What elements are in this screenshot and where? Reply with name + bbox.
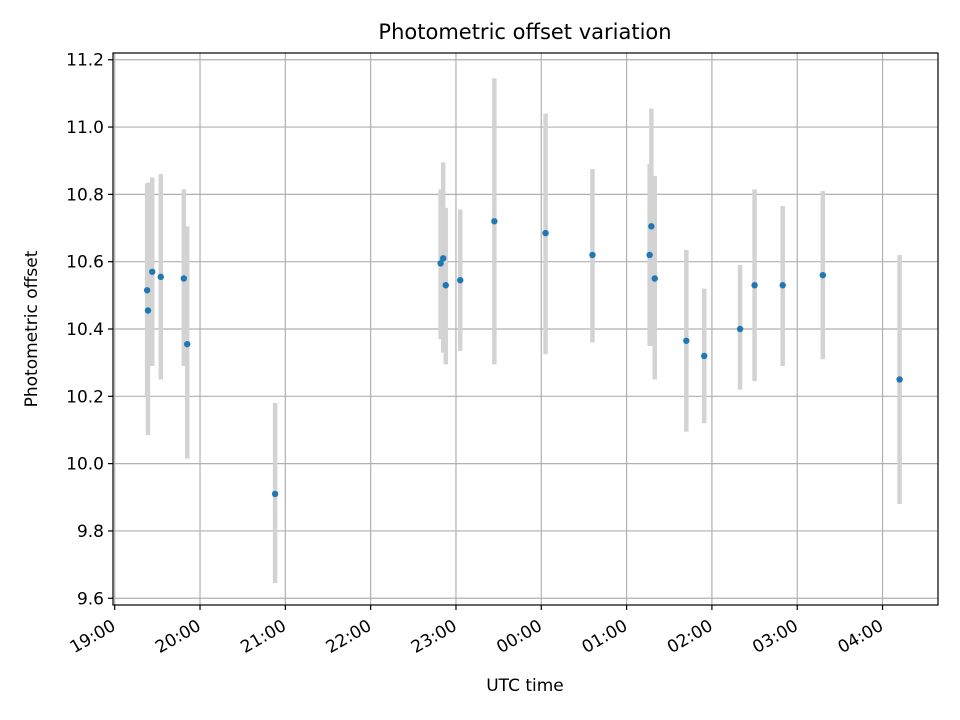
x-tick-label: 20:00: [152, 616, 204, 658]
data-point: [648, 223, 655, 230]
data-point: [896, 376, 903, 383]
y-tick-label: 10.2: [66, 387, 104, 407]
data-point: [736, 325, 744, 333]
x-tick-label: 00:00: [493, 616, 545, 658]
data-point: [180, 275, 188, 282]
data-point: [819, 271, 827, 279]
data-point: [149, 268, 156, 275]
data-point: [271, 490, 279, 498]
x-tick-label: 21:00: [237, 616, 289, 658]
data-point: [457, 276, 464, 284]
data-point: [184, 340, 191, 348]
x-axis-ticks: 19:00 20:00 21:00 22:00 23:00 00:00 01:00 02:00…: [67, 605, 887, 658]
data-point: [439, 255, 447, 262]
x-tick-label: 23:00: [408, 616, 460, 658]
data-point: [437, 260, 444, 267]
x-tick-label: 02:00: [664, 616, 716, 658]
data-point: [144, 307, 152, 314]
data-point: [143, 287, 151, 294]
y-tick-label: 10.8: [66, 185, 104, 205]
y-tick-label: 9.8: [77, 522, 104, 542]
data-point: [442, 282, 449, 289]
y-tick-label: 9.6: [77, 589, 104, 609]
y-tick-label: 10.0: [66, 455, 104, 475]
data-point: [683, 337, 690, 344]
y-tick-label: 11.2: [66, 51, 104, 71]
error-bars: [144, 78, 902, 584]
data-point: [751, 282, 758, 289]
y-tick-label: 10.4: [66, 320, 104, 340]
x-axis-label: UTC time: [486, 676, 564, 696]
chart-title: Photometric offset variation: [378, 20, 671, 44]
data-point: [542, 229, 549, 237]
data-point: [157, 273, 164, 281]
data-point: [779, 282, 786, 289]
y-axis-label: Photometric offset: [22, 250, 42, 407]
data-points: [143, 218, 903, 498]
data-point: [701, 352, 708, 360]
x-tick-label: 19:00: [67, 616, 119, 658]
x-tick-label: 03:00: [749, 616, 801, 658]
data-point: [651, 275, 658, 282]
y-axis-ticks: 9.6 9.8 10.0 10.2 10.4 10.6 10.8 11.0 11.2: [66, 51, 113, 609]
data-point: [589, 251, 596, 259]
grid-lines: [113, 53, 938, 605]
x-tick-label: 22:00: [323, 616, 375, 658]
data-point: [491, 218, 498, 225]
y-tick-label: 10.6: [66, 253, 104, 273]
x-tick-label: 01:00: [579, 616, 631, 658]
y-tick-label: 11.0: [66, 118, 104, 138]
x-tick-label: 04:00: [835, 616, 887, 658]
data-point: [646, 251, 653, 259]
